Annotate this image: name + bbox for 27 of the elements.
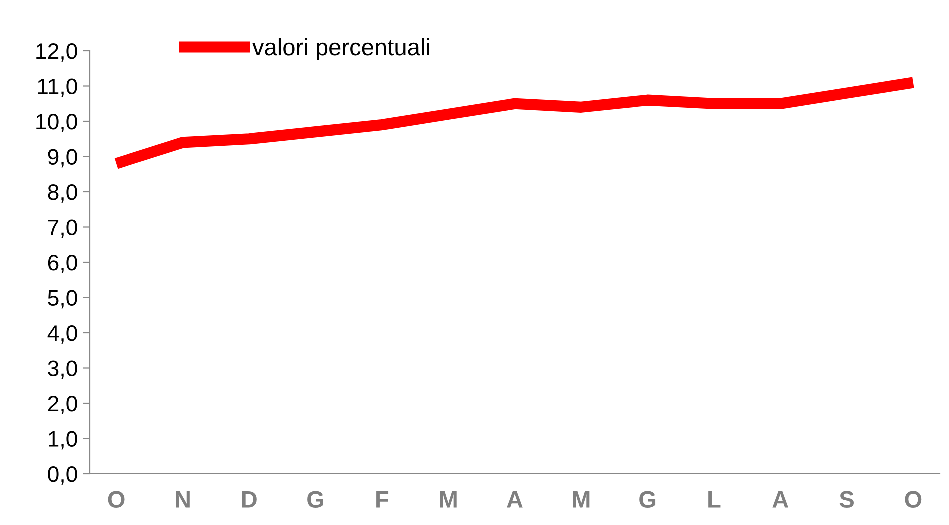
x-tick-label: G (308, 491, 324, 508)
x-tick-label: G (640, 491, 656, 508)
y-tick-label: 2,0 (48, 396, 78, 414)
y-tick-label: 10,0 (36, 114, 78, 132)
x-tick-label: N (176, 492, 190, 508)
x-tick-label: M (440, 492, 457, 508)
legend-label: valori percentuali (252, 38, 430, 60)
x-tick-label: O (108, 491, 125, 508)
y-tick-label: 11,0 (38, 78, 78, 98)
y-tick-label: 3,0 (48, 360, 78, 380)
y-tick-label: 4,0 (48, 326, 78, 344)
x-tick-label: O (905, 491, 922, 508)
y-tick-label: 9,0 (48, 149, 78, 168)
x-tick-label: D (242, 492, 257, 508)
x-tick-label: S (840, 491, 854, 508)
y-tick-label: 6,0 (48, 255, 78, 274)
y-tick-label: 7,0 (48, 220, 78, 238)
x-tick-label: M (573, 492, 590, 508)
y-tick-label: 8,0 (48, 184, 78, 203)
y-tick-label: 1,0 (49, 431, 78, 450)
y-tick-label: 12,0 (36, 44, 78, 62)
y-tick-label: 0,0 (48, 466, 78, 485)
x-tick-label: L (708, 492, 721, 508)
x-tick-label: F (376, 492, 389, 508)
x-tick-label: A (507, 492, 523, 508)
y-tick-label: 5,0 (48, 290, 78, 309)
x-tick-label: A (772, 492, 789, 508)
